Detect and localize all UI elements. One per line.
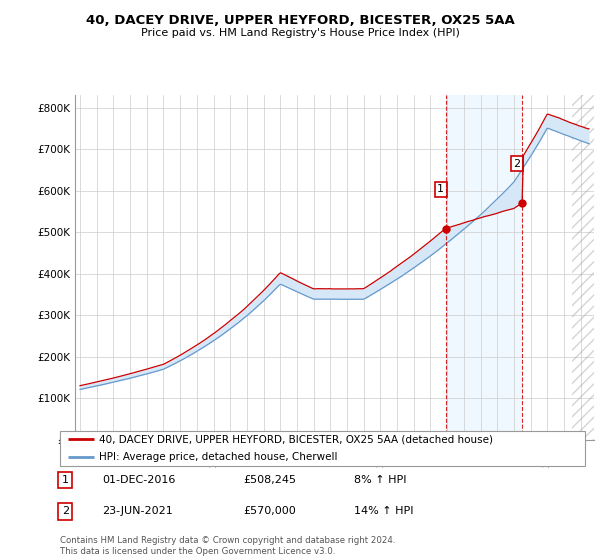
- FancyBboxPatch shape: [60, 431, 585, 466]
- Text: HPI: Average price, detached house, Cherwell: HPI: Average price, detached house, Cher…: [100, 452, 338, 462]
- Bar: [572, 95, 600, 440]
- Text: £508,245: £508,245: [244, 475, 297, 485]
- Text: 23-JUN-2021: 23-JUN-2021: [102, 506, 173, 516]
- Text: 8% ↑ HPI: 8% ↑ HPI: [354, 475, 407, 485]
- Text: 1: 1: [437, 184, 445, 194]
- Text: 14% ↑ HPI: 14% ↑ HPI: [354, 506, 413, 516]
- Text: 2: 2: [514, 158, 520, 169]
- Text: Price paid vs. HM Land Registry's House Price Index (HPI): Price paid vs. HM Land Registry's House …: [140, 28, 460, 38]
- Text: 01-DEC-2016: 01-DEC-2016: [102, 475, 175, 485]
- Text: 1: 1: [62, 475, 69, 485]
- Text: 40, DACEY DRIVE, UPPER HEYFORD, BICESTER, OX25 5AA: 40, DACEY DRIVE, UPPER HEYFORD, BICESTER…: [86, 14, 514, 27]
- Text: £570,000: £570,000: [244, 506, 296, 516]
- Text: Contains HM Land Registry data © Crown copyright and database right 2024.
This d: Contains HM Land Registry data © Crown c…: [60, 536, 395, 556]
- Bar: [446, 95, 522, 440]
- Text: 2: 2: [62, 506, 69, 516]
- Text: 40, DACEY DRIVE, UPPER HEYFORD, BICESTER, OX25 5AA (detached house): 40, DACEY DRIVE, UPPER HEYFORD, BICESTER…: [100, 435, 493, 445]
